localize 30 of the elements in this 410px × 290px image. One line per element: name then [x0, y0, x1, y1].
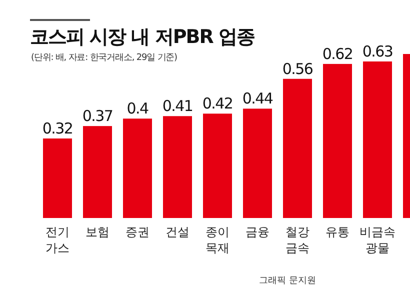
x-tick-label: 철강 금속	[286, 225, 310, 255]
x-tick-label: 건설	[166, 225, 190, 239]
data-label: 0.4	[126, 100, 148, 118]
x-tick-label: 전기 가스	[46, 225, 70, 255]
text: 그래픽 문지원	[259, 276, 316, 286]
x-tick-label: 보험	[86, 225, 110, 239]
data-label: 0.62	[322, 44, 353, 63]
x-tick-label: 비금속 광물	[360, 225, 396, 255]
bar	[203, 114, 232, 218]
data-label: 0.44	[242, 90, 273, 108]
data-label: 0.41	[162, 97, 193, 116]
chart-title: 코스피 시장 내 저PBR 업종	[30, 26, 254, 48]
x-tick-label: 종이 목재	[206, 225, 230, 255]
bar	[243, 108, 272, 218]
data-label: 0.42	[202, 94, 233, 113]
bar	[163, 116, 192, 218]
data-label: 0.32	[42, 119, 73, 138]
data-label: 0.63	[362, 42, 393, 60]
bar	[83, 126, 112, 218]
data-label: 0.56	[282, 60, 313, 78]
x-tick-label: 증권	[126, 225, 150, 239]
bar	[43, 138, 72, 218]
bar	[363, 61, 392, 218]
bar	[323, 64, 352, 218]
bar	[123, 118, 152, 218]
x-tick-label: 유통	[326, 225, 350, 239]
bar	[283, 78, 312, 218]
chart-subtitle: (단위: 배, 자료: 한국거래소, 29일 기준)	[31, 53, 178, 63]
x-tick-label: 금융	[246, 225, 270, 239]
data-label: 0.37	[82, 107, 113, 126]
